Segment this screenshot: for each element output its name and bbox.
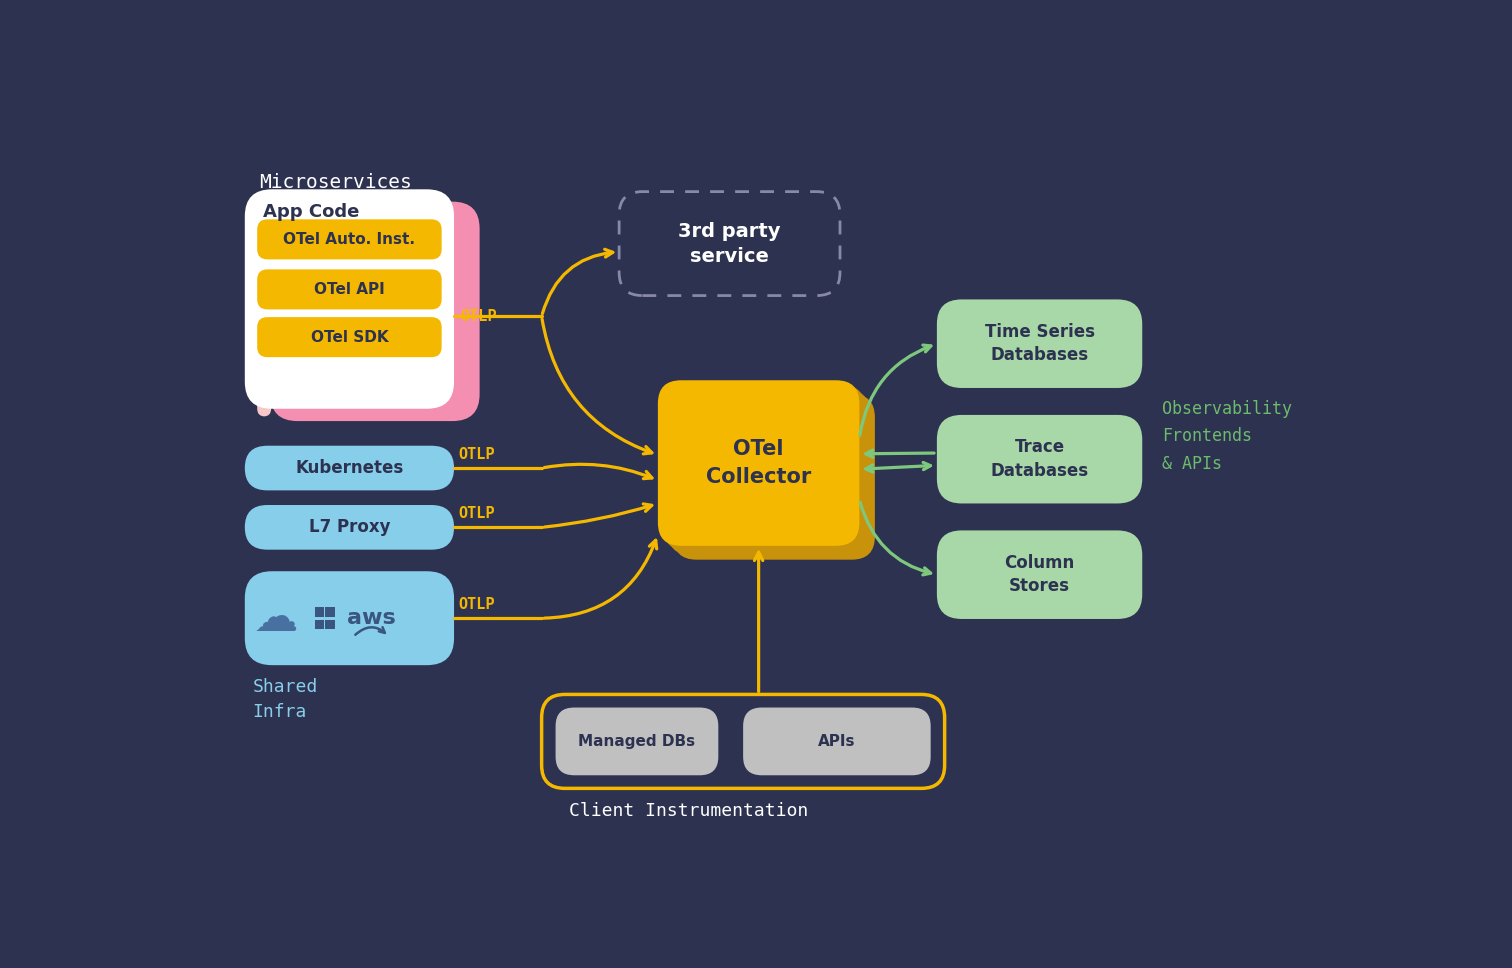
Text: OTel API: OTel API xyxy=(314,282,384,297)
Text: Column
Stores: Column Stores xyxy=(1004,554,1075,595)
FancyBboxPatch shape xyxy=(668,389,869,555)
Text: OTLP: OTLP xyxy=(458,597,494,612)
FancyBboxPatch shape xyxy=(245,505,454,550)
FancyBboxPatch shape xyxy=(314,608,324,617)
FancyBboxPatch shape xyxy=(937,299,1142,388)
FancyBboxPatch shape xyxy=(257,197,271,416)
Text: Managed DBs: Managed DBs xyxy=(579,734,696,749)
Text: Observability
Frontends
& APIs: Observability Frontends & APIs xyxy=(1161,400,1291,473)
FancyBboxPatch shape xyxy=(742,708,931,775)
FancyBboxPatch shape xyxy=(314,620,324,629)
Text: Microservices: Microservices xyxy=(259,173,411,192)
Text: ☁: ☁ xyxy=(254,597,298,641)
Text: Shared
Infra: Shared Infra xyxy=(253,679,318,721)
FancyBboxPatch shape xyxy=(555,708,718,775)
FancyBboxPatch shape xyxy=(257,269,442,310)
Text: 3rd party
service: 3rd party service xyxy=(679,222,780,266)
Text: OTLP: OTLP xyxy=(458,506,494,521)
Text: Trace
Databases: Trace Databases xyxy=(990,439,1089,480)
Text: L7 Proxy: L7 Proxy xyxy=(308,518,390,536)
Text: Time Series
Databases: Time Series Databases xyxy=(984,323,1095,365)
FancyBboxPatch shape xyxy=(245,571,454,665)
FancyBboxPatch shape xyxy=(325,620,334,629)
FancyBboxPatch shape xyxy=(937,415,1142,503)
Text: Client Instrumentation: Client Instrumentation xyxy=(569,802,807,821)
FancyBboxPatch shape xyxy=(618,192,841,295)
Text: OTel
Collector: OTel Collector xyxy=(706,439,812,487)
Text: Kubernetes: Kubernetes xyxy=(295,459,404,477)
FancyBboxPatch shape xyxy=(271,201,479,421)
Text: APIs: APIs xyxy=(818,734,856,749)
FancyBboxPatch shape xyxy=(541,694,945,788)
FancyBboxPatch shape xyxy=(325,608,334,617)
FancyBboxPatch shape xyxy=(664,385,865,551)
Text: OTel SDK: OTel SDK xyxy=(310,330,389,345)
FancyBboxPatch shape xyxy=(658,380,859,546)
FancyBboxPatch shape xyxy=(673,394,875,560)
FancyBboxPatch shape xyxy=(257,318,442,357)
FancyBboxPatch shape xyxy=(245,190,454,408)
Text: OTLP: OTLP xyxy=(460,309,497,324)
Text: App Code: App Code xyxy=(263,202,358,221)
Text: aws: aws xyxy=(346,608,396,628)
Text: OTLP: OTLP xyxy=(458,446,494,462)
FancyBboxPatch shape xyxy=(245,445,454,491)
FancyBboxPatch shape xyxy=(937,530,1142,619)
Text: OTel Auto. Inst.: OTel Auto. Inst. xyxy=(283,232,416,247)
FancyBboxPatch shape xyxy=(257,220,442,259)
